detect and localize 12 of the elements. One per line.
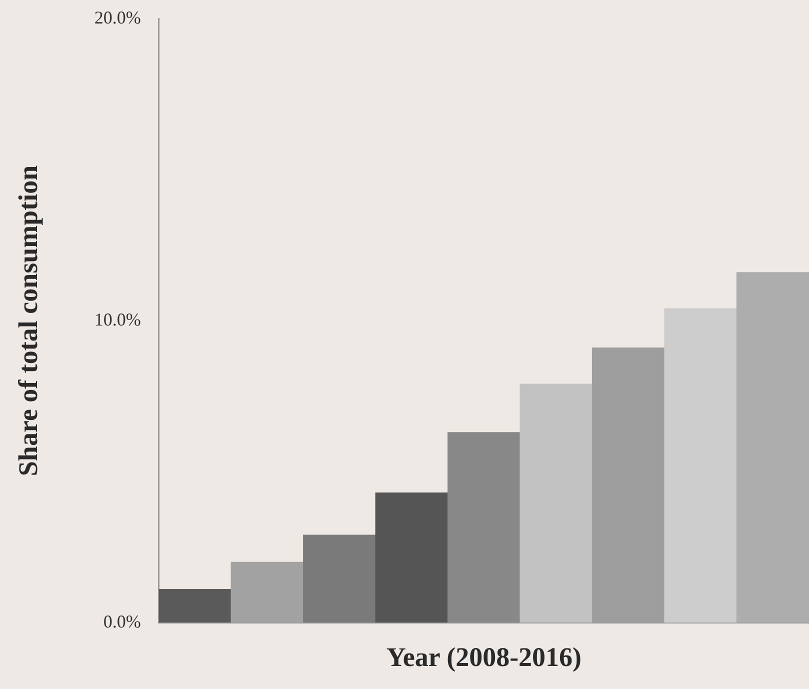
x-axis-title: Year (2008-2016) [386, 642, 582, 672]
bar [158, 589, 232, 623]
bar [520, 384, 593, 623]
bar [375, 492, 448, 623]
y-tick-label: 0.0% [103, 611, 141, 632]
bar [303, 534, 376, 623]
bar [736, 272, 809, 623]
y-tick-label: 20.0% [94, 8, 141, 28]
y-axis-title: Share of total consumption [13, 165, 44, 476]
bar [664, 308, 738, 623]
bar [448, 432, 520, 623]
y-tick-label: 10.0% [94, 309, 141, 330]
